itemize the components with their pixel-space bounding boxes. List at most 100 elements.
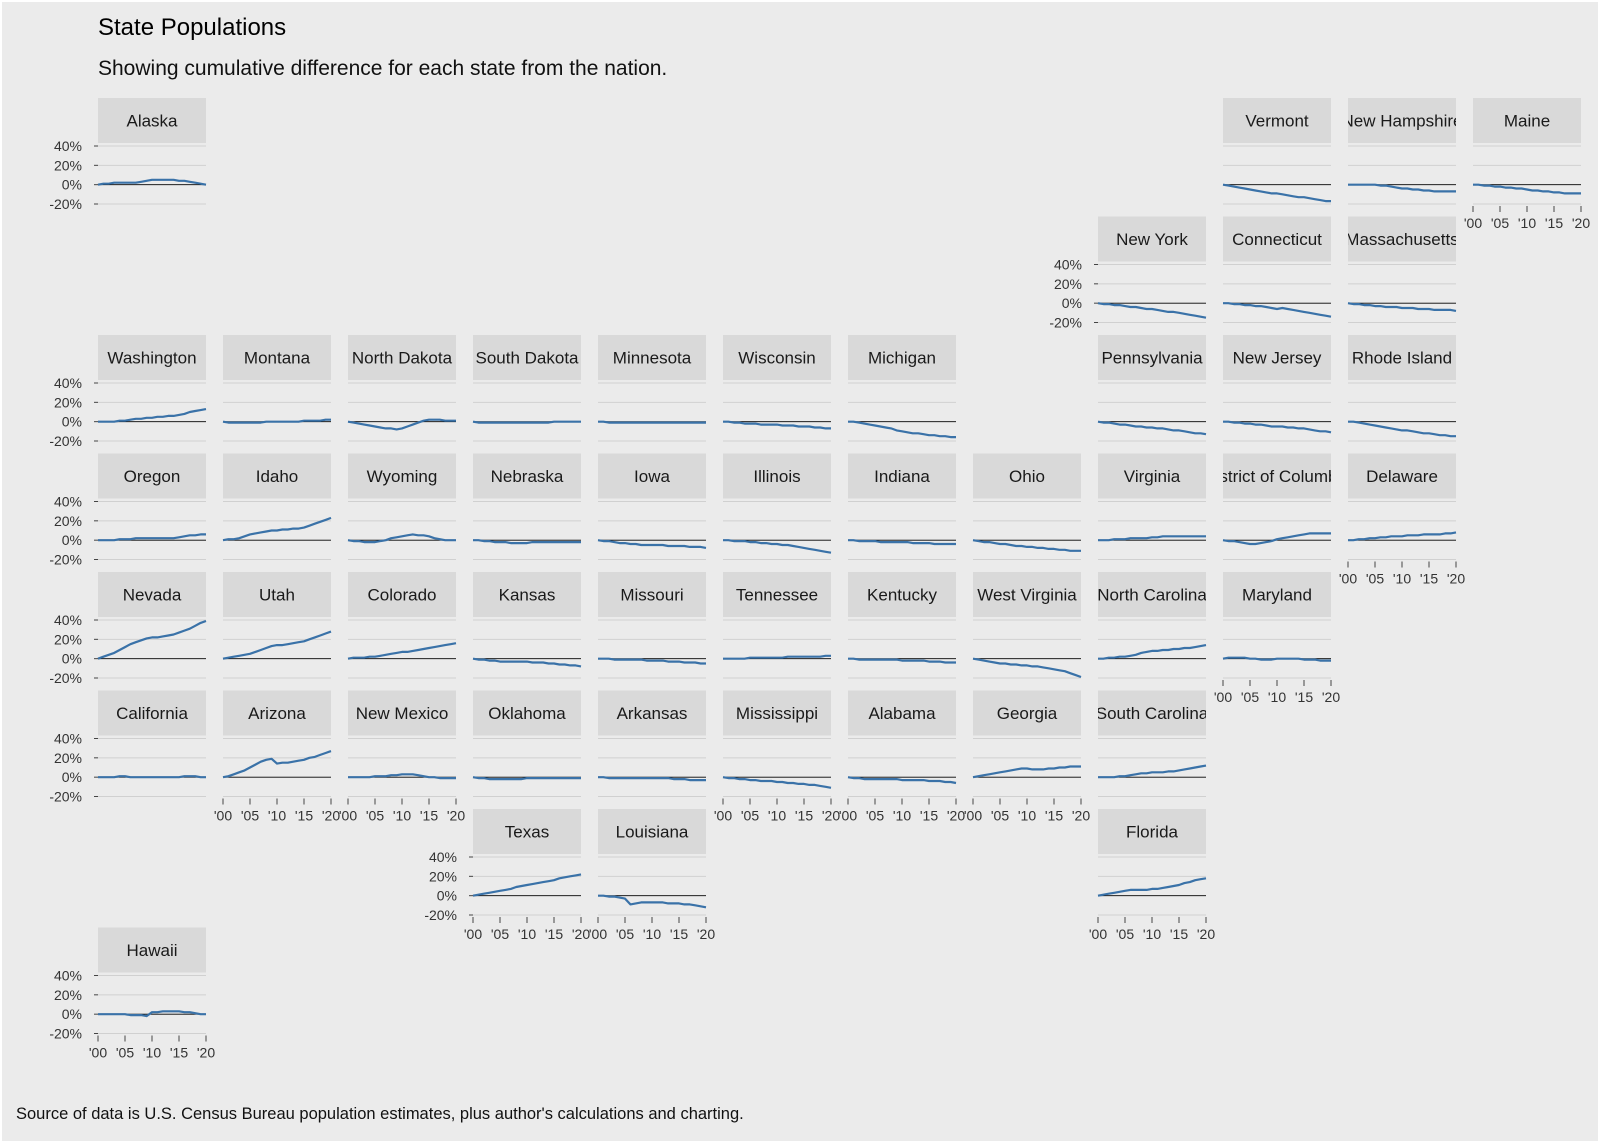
panel-district-of-columbia: District of Columbia bbox=[1222, 453, 1331, 560]
x-tick-label: '15 bbox=[1295, 689, 1313, 705]
strip-label: Washington bbox=[107, 349, 196, 368]
x-tick-label: '05 bbox=[491, 926, 509, 942]
y-tick-label: 20% bbox=[429, 868, 457, 884]
strip-background bbox=[473, 335, 581, 380]
strip-label: Wisconsin bbox=[738, 349, 815, 368]
x-tick-label: '10 bbox=[1518, 215, 1536, 231]
x-tick-label: '15 bbox=[670, 926, 688, 942]
x-tick-label: '15 bbox=[1420, 571, 1438, 587]
strip-label: South Carolina bbox=[1096, 704, 1209, 723]
strip-label: Pennsylvania bbox=[1101, 349, 1203, 368]
panel-nebraska: Nebraska bbox=[473, 453, 581, 560]
series-line bbox=[347, 418, 456, 431]
y-tick-label: -20% bbox=[424, 907, 457, 923]
strip-background bbox=[598, 453, 706, 499]
series-line bbox=[1347, 302, 1457, 312]
panel-hawaii: Hawaii 40% 20% 0% -20% '00 '05 '10 '15 '20 bbox=[49, 927, 215, 1061]
x-tick-label: '20 bbox=[697, 926, 715, 942]
panel-alabama: Alabama '00 '05 '10 '15 '20 bbox=[839, 690, 965, 824]
strip-background bbox=[1098, 572, 1206, 617]
strip-background bbox=[723, 453, 831, 499]
strip-background bbox=[223, 690, 331, 736]
x-tick-label: '10 bbox=[1393, 571, 1411, 587]
strip-background bbox=[473, 809, 581, 854]
panel-west-virginia: West Virginia bbox=[972, 572, 1082, 679]
panel-connecticut: Connecticut bbox=[1223, 216, 1332, 323]
strip-label: Ohio bbox=[1009, 467, 1045, 486]
y-tick-label: -20% bbox=[49, 196, 82, 212]
x-tick-label: '00 bbox=[839, 808, 857, 824]
y-tick-label: 0% bbox=[62, 532, 82, 548]
panel-oklahoma: Oklahoma bbox=[472, 690, 581, 797]
series-line bbox=[347, 533, 456, 544]
strip-background bbox=[1223, 572, 1331, 617]
x-tick-label: '00 bbox=[714, 808, 732, 824]
x-tick-label: '00 bbox=[1339, 571, 1357, 587]
x-tick-label: '20 bbox=[197, 1045, 215, 1061]
x-tick-label: '05 bbox=[991, 808, 1009, 824]
series-line bbox=[598, 657, 706, 665]
strip-label: Wyoming bbox=[367, 467, 438, 486]
y-tick-label: 20% bbox=[54, 987, 82, 1003]
strip-background bbox=[723, 572, 831, 617]
panel-new-mexico: New Mexico '00 '05 '10 '15 '20 bbox=[339, 690, 465, 824]
y-tick-label: 20% bbox=[54, 513, 82, 529]
series-line bbox=[598, 894, 707, 909]
y-tick-label: -20% bbox=[49, 552, 82, 568]
y-tick-label: 0% bbox=[62, 651, 82, 667]
x-tick-label: '20 bbox=[822, 808, 840, 824]
strip-background bbox=[98, 690, 206, 736]
strip-label: North Carolina bbox=[1097, 586, 1207, 605]
panel-florida: Florida '00 '05 '10 '15 '20 bbox=[1089, 809, 1215, 942]
panel-arkansas: Arkansas bbox=[598, 690, 706, 797]
series-line bbox=[972, 765, 1081, 779]
x-tick-label: '20 bbox=[447, 808, 465, 824]
series-line bbox=[1097, 877, 1207, 897]
y-tick-label: 40% bbox=[1054, 257, 1082, 273]
x-tick-label: '20 bbox=[1572, 215, 1590, 231]
strip-label: Idaho bbox=[256, 467, 299, 486]
series-line bbox=[972, 539, 1081, 552]
panel-montana: Montana bbox=[222, 335, 331, 442]
series-line bbox=[1348, 420, 1456, 438]
series-line bbox=[1098, 644, 1207, 660]
panel-south-carolina: South Carolina bbox=[1096, 690, 1209, 797]
strip-background bbox=[1473, 98, 1581, 143]
series-line bbox=[598, 420, 706, 424]
x-tick-label: '20 bbox=[322, 808, 340, 824]
strip-label: Missouri bbox=[620, 586, 683, 605]
strip-label: Louisiana bbox=[616, 823, 689, 842]
x-tick-label: '15 bbox=[420, 808, 438, 824]
series-line bbox=[98, 1010, 206, 1018]
strip-background bbox=[973, 453, 1081, 499]
panel-texas: Texas 40% 20% 0% -20% '00 '05 '10 '15 '20 bbox=[424, 809, 590, 942]
strip-background bbox=[1098, 690, 1206, 736]
panel-pennsylvania: Pennsylvania bbox=[1097, 335, 1207, 442]
strip-label: Utah bbox=[259, 586, 295, 605]
y-tick-label: 0% bbox=[437, 888, 457, 904]
x-tick-label: '15 bbox=[1170, 926, 1188, 942]
strip-background bbox=[1098, 809, 1206, 854]
strip-background bbox=[598, 572, 706, 617]
strip-background bbox=[848, 453, 956, 499]
series-line bbox=[1348, 531, 1457, 542]
x-tick-label: '10 bbox=[393, 808, 411, 824]
strip-label: Maryland bbox=[1242, 586, 1312, 605]
x-tick-label: '15 bbox=[1545, 215, 1563, 231]
strip-background bbox=[98, 98, 206, 143]
x-tick-label: '10 bbox=[268, 808, 286, 824]
x-tick-label: '10 bbox=[893, 808, 911, 824]
strip-label: Connecticut bbox=[1232, 230, 1322, 249]
strip-label: Texas bbox=[505, 823, 549, 842]
series-line bbox=[1097, 420, 1207, 436]
strip-background bbox=[348, 335, 456, 380]
series-line bbox=[1223, 302, 1332, 318]
series-line bbox=[472, 776, 581, 781]
x-tick-label: '10 bbox=[1018, 808, 1036, 824]
strip-label: Alaska bbox=[126, 112, 178, 131]
series-line bbox=[98, 408, 207, 423]
panel-vermont: Vermont bbox=[1222, 98, 1331, 205]
panel-missouri: Missouri bbox=[598, 572, 706, 679]
y-tick-label: 40% bbox=[54, 612, 82, 628]
y-tick-label: -20% bbox=[49, 1026, 82, 1042]
